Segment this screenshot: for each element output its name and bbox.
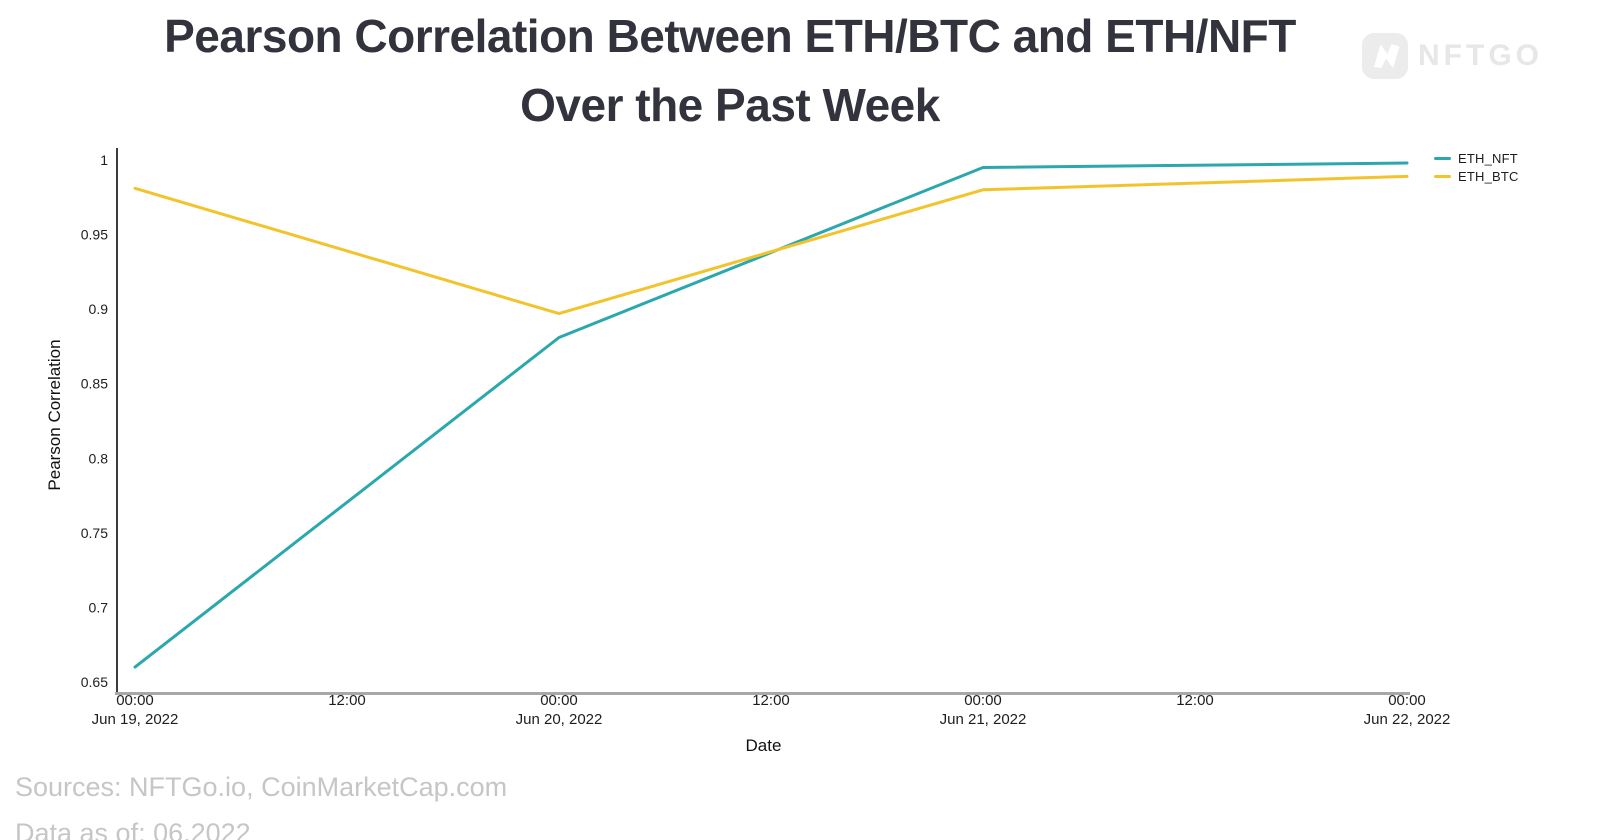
x-tick-label-date: Jun 22, 2022: [1364, 711, 1451, 728]
chart-title-line1: Pearson Correlation Between ETH/BTC and …: [164, 10, 1296, 62]
y-tick-label: 1: [100, 152, 108, 168]
x-tick-label-time: 12:00: [328, 692, 366, 709]
legend-swatch-eth-nft-icon: [1434, 156, 1451, 160]
footer-sources: Sources: NFTGo.io, CoinMarketCap.com: [15, 772, 508, 802]
legend-item-eth-nft[interactable]: ETH_NFT: [1434, 149, 1519, 167]
nftgo-n-bolt-icon: [1374, 44, 1400, 68]
legend-label-eth-nft: ETH_NFT: [1458, 150, 1518, 166]
y-tick-label: 0.65: [81, 674, 108, 690]
series-line-eth_btc: [133, 174, 1409, 316]
x-tick-label-time: 00:00: [116, 692, 154, 709]
x-tick-label-date: Jun 20, 2022: [516, 711, 603, 728]
x-tick-label-date: Jun 21, 2022: [940, 711, 1027, 728]
y-tick-label: 0.85: [81, 376, 108, 392]
legend-swatch-eth-btc-icon: [1434, 174, 1451, 178]
x-tick-label-time: 12:00: [1176, 692, 1214, 709]
x-tick-label-time: 00:00: [964, 692, 1002, 709]
nftgo-logo-icon: [1362, 33, 1408, 79]
footer-data-as-of: Data as of: 06.2022: [15, 818, 251, 840]
series-line-eth_nft: [133, 161, 1409, 669]
y-axis-title: Pearson Correlation: [45, 339, 64, 491]
x-tick-label-time: 00:00: [540, 692, 578, 709]
y-tick-label: 0.7: [89, 599, 109, 615]
legend-label-eth-btc: ETH_BTC: [1458, 168, 1519, 184]
chart-title: Pearson Correlation Between ETH/BTC and …: [0, 2, 1460, 140]
y-tick-label: 0.75: [81, 525, 108, 541]
y-tick-label: 0.8: [89, 450, 109, 466]
x-tick-label-date: Jun 19, 2022: [92, 711, 179, 728]
nftgo-logo-text: NFTGO: [1418, 39, 1543, 72]
x-tick-label-time: 12:00: [752, 692, 790, 709]
x-tick-label-time: 00:00: [1388, 692, 1426, 709]
chart-title-line2: Over the Past Week: [520, 79, 940, 131]
y-tick-label: 0.95: [81, 227, 108, 243]
x-axis-title: Date: [745, 736, 782, 755]
nftgo-logo: NFTGO: [1362, 33, 1543, 79]
legend-item-eth-btc[interactable]: ETH_BTC: [1434, 167, 1519, 185]
legend: ETH_NFT ETH_BTC: [1434, 149, 1519, 185]
y-tick-label: 0.9: [89, 301, 109, 317]
